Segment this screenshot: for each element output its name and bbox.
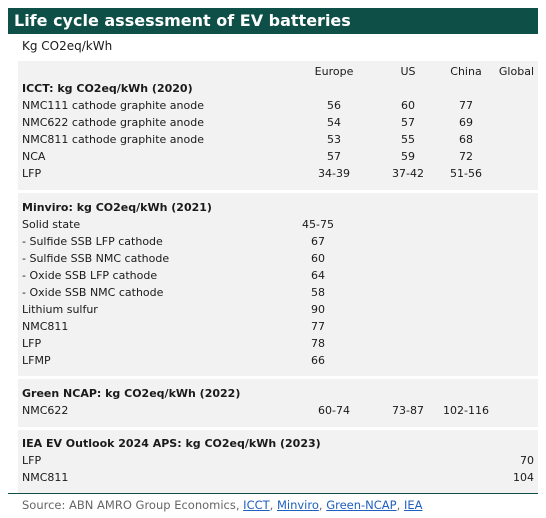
row-label: NMC811 [22, 471, 69, 484]
section-heading-row: Minviro: kg CO2eq/kWh (2021) [18, 199, 538, 216]
row-label: NMC622 cathode graphite anode [22, 116, 204, 129]
cell-china: 77 [459, 99, 473, 112]
cell-europe: 90 [311, 303, 325, 316]
section-heading-row: ICCT: kg CO2eq/kWh (2020) [18, 80, 538, 97]
title-bar: Life cycle assessment of EV batteries [8, 8, 538, 34]
source-prefix: Source: ABN AMRO Group Economics, [22, 498, 244, 512]
section-heading: Minviro: kg CO2eq/kWh (2021) [22, 201, 212, 214]
row-label: LFMP [22, 354, 51, 367]
column-header-europe: Europe [314, 65, 354, 78]
row-label: Solid state [22, 218, 81, 231]
row-label: LFP [22, 454, 42, 467]
source-separator: , [269, 498, 277, 512]
cell-europe: 66 [311, 354, 325, 367]
table-row: - Oxide SSB LFP cathode 64 [18, 267, 538, 284]
column-header-china: China [450, 65, 482, 78]
column-header-global: Global [498, 65, 534, 78]
row-label: - Oxide SSB LFP cathode [22, 269, 158, 282]
table-row: NMC111 cathode graphite anode 56 60 77 [18, 97, 538, 114]
source-separator: , [396, 498, 404, 512]
table-row: LFP 70 [18, 452, 538, 469]
cell-europe: 57 [327, 150, 341, 163]
row-label: NMC622 [22, 404, 69, 417]
section-heading: Green NCAP: kg CO2eq/kWh (2022) [22, 387, 241, 400]
row-label: LFP [22, 337, 42, 350]
row-label: - Oxide SSB NMC cathode [22, 286, 164, 299]
section-heading: IEA EV Outlook 2024 APS: kg CO2eq/kWh (2… [22, 437, 321, 450]
cell-europe: 77 [311, 320, 325, 333]
table-row: LFMP 66 [18, 352, 538, 369]
cell-europe: 58 [311, 286, 325, 299]
row-label: Lithium sulfur [22, 303, 98, 316]
page-title: Life cycle assessment of EV batteries [14, 11, 351, 30]
table-row: Lithium sulfur 90 [18, 301, 538, 318]
table-row: Solid state 45-75 [18, 216, 538, 233]
unit-subtitle: Kg CO2eq/kWh [22, 39, 113, 53]
table-row: NMC622 60-74 73-87 102-116 [18, 402, 538, 419]
table-row: NMC811 cathode graphite anode 53 55 68 [18, 131, 538, 148]
column-header-us: US [400, 65, 416, 78]
column-header-row: Europe US China Global [18, 63, 538, 80]
row-label: NMC811 cathode graphite anode [22, 133, 204, 146]
row-label: LFP [22, 167, 42, 180]
cell-us: 37-42 [392, 167, 424, 180]
cell-us: 55 [401, 133, 415, 146]
cell-us: 59 [401, 150, 415, 163]
table-row: - Sulfide SSB LFP cathode 67 [18, 233, 538, 250]
section-heading-row: IEA EV Outlook 2024 APS: kg CO2eq/kWh (2… [18, 435, 538, 452]
section-divider [18, 427, 538, 430]
table-row: NMC811 77 [18, 318, 538, 335]
table-row: - Oxide SSB NMC cathode 58 [18, 284, 538, 301]
cell-europe: 78 [311, 337, 325, 350]
cell-europe: 60 [311, 252, 325, 265]
cell-europe: 56 [327, 99, 341, 112]
section-divider [18, 190, 538, 193]
cell-global: 104 [513, 471, 534, 484]
source-link-green-ncap[interactable]: Green-NCAP [326, 498, 397, 512]
cell-europe: 67 [311, 235, 325, 248]
cell-china: 102-116 [443, 404, 489, 417]
section-divider [18, 376, 538, 379]
cell-europe: 53 [327, 133, 341, 146]
table-row: LFP 78 [18, 335, 538, 352]
source-separator: , [318, 498, 327, 512]
cell-china: 68 [459, 133, 473, 146]
row-label: - Sulfide SSB NMC cathode [22, 252, 170, 265]
table-row: NMC811 104 [18, 469, 538, 486]
source-link-minviro[interactable]: Minviro [276, 498, 319, 512]
source-link-icct[interactable]: ICCT [243, 498, 270, 512]
section-heading: ICCT: kg CO2eq/kWh (2020) [22, 82, 193, 95]
row-label: NMC111 cathode graphite anode [22, 99, 204, 112]
row-label: NMC811 [22, 320, 69, 333]
section-heading-row: Green NCAP: kg CO2eq/kWh (2022) [18, 385, 538, 402]
cell-europe: 54 [327, 116, 341, 129]
cell-europe: 60-74 [318, 404, 350, 417]
cell-europe: 34-39 [318, 167, 350, 180]
source-footer: Source: ABN AMRO Group Economics, ICCT, … [8, 493, 538, 518]
cell-europe: 64 [311, 269, 325, 282]
cell-us: 60 [401, 99, 415, 112]
cell-china: 69 [459, 116, 473, 129]
cell-us: 57 [401, 116, 415, 129]
cell-us: 73-87 [392, 404, 424, 417]
table-row: NCA 57 59 72 [18, 148, 538, 165]
table-panel [18, 61, 538, 493]
source-link-iea[interactable]: IEA [403, 498, 423, 512]
row-label: - Sulfide SSB LFP cathode [22, 235, 163, 248]
cell-europe: 45-75 [302, 218, 334, 231]
table-row: - Sulfide SSB NMC cathode 60 [18, 250, 538, 267]
row-label: NCA [22, 150, 46, 163]
table-row: LFP 34-39 37-42 51-56 [18, 165, 538, 182]
cell-china: 72 [459, 150, 473, 163]
table-row: NMC622 cathode graphite anode 54 57 69 [18, 114, 538, 131]
cell-china: 51-56 [450, 167, 482, 180]
cell-global: 70 [520, 454, 534, 467]
